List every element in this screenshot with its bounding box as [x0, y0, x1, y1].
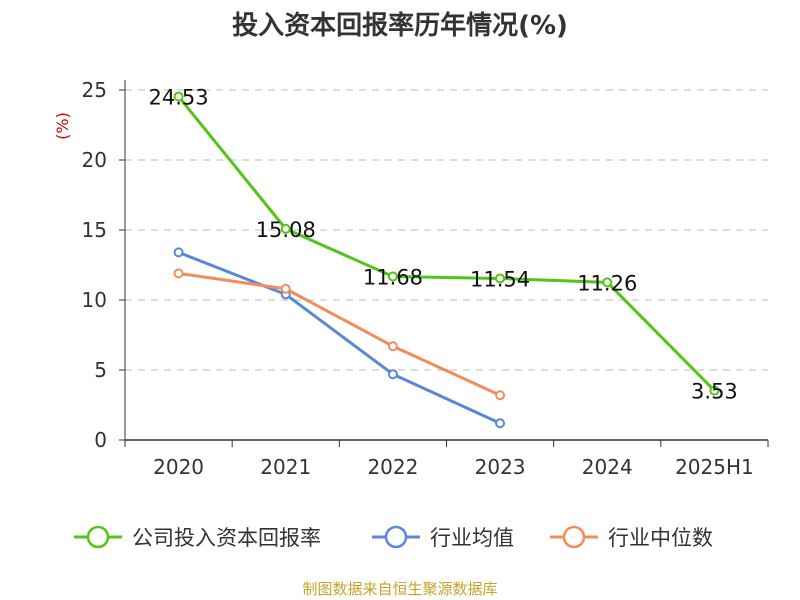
x-tick-label: 2020	[153, 455, 204, 479]
y-axis-unit: (%)	[53, 112, 72, 140]
x-tick-label: 2021	[260, 455, 311, 479]
legend-label: 行业均值	[430, 526, 514, 550]
axes: 0 5 10 15 20 25 2020 2021 2022 2023 2024 2025H1	[82, 78, 769, 479]
data-point	[173, 247, 184, 258]
data-point	[602, 277, 613, 288]
data-point	[173, 268, 184, 279]
y-tick-label: 15	[82, 218, 107, 242]
x-tick-label: 2022	[367, 455, 418, 479]
data-label: 11.26	[577, 271, 637, 295]
data-label: 3.53	[691, 380, 738, 404]
data-label: 24.53	[149, 86, 209, 110]
legend-marker	[562, 525, 586, 549]
x-tick-label: 2024	[582, 455, 633, 479]
data-label: 11.68	[363, 265, 423, 289]
series-1	[173, 247, 506, 429]
data-point	[387, 369, 398, 380]
chart-title: 投入资本回报率历年情况(%)	[232, 10, 568, 41]
series-line	[178, 251, 501, 425]
data-point	[387, 341, 398, 352]
data-label: 15.08	[256, 218, 316, 242]
series-line	[178, 271, 501, 397]
legend: 公司投入资本回报率 行业均值 行业中位数	[74, 525, 713, 550]
x-tick-label: 2023	[475, 455, 526, 479]
y-tick-label: 0	[94, 428, 107, 452]
data-point	[495, 418, 506, 429]
series-2	[173, 268, 506, 401]
y-tick-label: 5	[94, 358, 107, 382]
legend-item: 行业中位数	[550, 525, 713, 550]
data-point	[280, 223, 291, 234]
y-tick-label: 10	[82, 288, 107, 312]
data-point	[173, 91, 184, 102]
legend-label: 行业中位数	[608, 526, 713, 550]
data-point	[387, 271, 398, 282]
series-group: 24.53 15.08 11.68 11.54 11.26 3.53	[149, 86, 738, 429]
data-point	[495, 390, 506, 401]
series-0: 24.53 15.08 11.68 11.54 11.26 3.53	[149, 86, 738, 404]
legend-item: 公司投入资本回报率	[74, 525, 321, 550]
legend-item: 行业均值	[372, 525, 514, 550]
data-label: 11.54	[470, 267, 530, 291]
data-point	[709, 385, 720, 396]
legend-marker	[384, 525, 408, 549]
source-note: 制图数据来自恒生聚源数据库	[302, 580, 497, 598]
legend-label: 公司投入资本回报率	[132, 526, 321, 550]
y-tick-label: 20	[82, 148, 107, 172]
data-point	[495, 273, 506, 284]
grid-lines	[125, 89, 768, 371]
data-point	[280, 283, 291, 294]
legend-marker	[86, 525, 110, 549]
y-tick-label: 25	[82, 78, 107, 102]
series-line	[177, 95, 716, 392]
x-tick-label: 2025H1	[675, 455, 754, 479]
